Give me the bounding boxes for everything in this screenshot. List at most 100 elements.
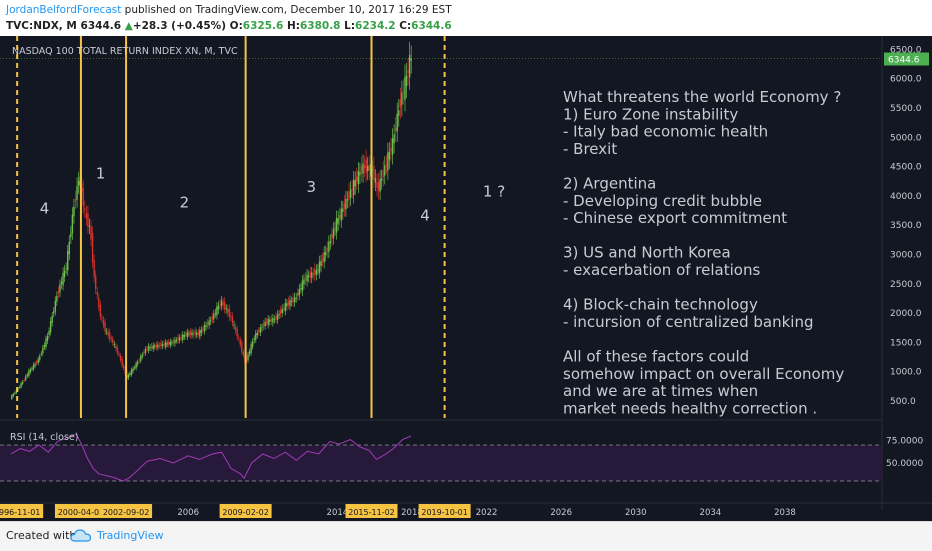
candle-body <box>21 381 24 384</box>
candle-body <box>164 342 167 347</box>
candle-body <box>290 300 293 302</box>
candle-body <box>115 346 117 349</box>
commentary-line: - exacerbation of relations <box>563 261 760 279</box>
candle-body <box>311 272 313 278</box>
candle-body <box>261 327 263 329</box>
candle-body <box>138 360 140 362</box>
close-value: 6344.6 <box>411 20 452 32</box>
tradingview-link[interactable]: TradingView <box>97 529 164 542</box>
candle-body <box>108 332 111 340</box>
candle-body <box>180 337 182 339</box>
candle-body <box>223 301 226 310</box>
candle-body <box>62 272 64 286</box>
candle-body <box>251 341 254 347</box>
candle-body <box>377 181 380 192</box>
candle-body <box>178 337 181 341</box>
candle-body <box>192 333 195 335</box>
commentary-line: 4) Block-chain technology <box>563 296 758 314</box>
price-tick-label: 3500.0 <box>890 221 922 231</box>
time-axis[interactable]: 2006 2014 2018 2022 2026 2030 2034 2038 1996-11-… <box>0 504 796 518</box>
price-chart[interactable]: 75.0000 50.0000 6500.0 6000.0 5500.0 5000.0 4… <box>0 36 932 521</box>
symbol-label: TVC:NDX, M <box>6 20 77 32</box>
candle-body <box>141 354 144 357</box>
candle-body <box>186 332 189 337</box>
candle-body <box>362 163 364 174</box>
commentary-line: - Italy bad economic health <box>563 123 768 141</box>
candle-body <box>297 293 299 297</box>
candle-body <box>11 395 13 400</box>
commentary-line: - Brexit <box>563 140 617 158</box>
candle-body <box>174 339 176 344</box>
rsi-band-fill <box>0 445 882 481</box>
candle-body <box>208 320 210 326</box>
time-highlight-label: 2019-10-01 <box>421 508 468 517</box>
candle-body <box>60 282 63 285</box>
candle-body <box>360 165 363 174</box>
candle-body <box>42 347 44 354</box>
candle-body <box>84 208 86 211</box>
candle-body <box>161 343 164 347</box>
tradingview-cloud-icon[interactable] <box>70 528 92 544</box>
candle-body <box>95 276 97 289</box>
candle-body <box>270 318 273 322</box>
chart-header: JordanBelfordForecast published on Tradi… <box>0 0 932 36</box>
candle-body <box>351 188 353 191</box>
candle-body <box>122 365 125 369</box>
price-tick-label: 1000.0 <box>890 368 922 378</box>
candle-body <box>278 314 280 316</box>
candle-body <box>394 127 397 131</box>
candle-body <box>396 113 398 132</box>
candle-body <box>93 260 95 277</box>
candle-body <box>168 342 170 345</box>
candle-body <box>357 171 360 185</box>
candle-body <box>194 330 196 336</box>
candle-body <box>213 313 215 320</box>
candle-body <box>203 325 206 332</box>
candle-body <box>18 387 21 389</box>
candle-body <box>121 358 123 366</box>
candle-body <box>306 274 308 282</box>
candle-body <box>34 363 36 366</box>
published-text: published on TradingView.com, December 1… <box>121 4 452 16</box>
candle-body <box>242 351 245 356</box>
candle-body <box>85 213 88 219</box>
time-tick-label: 2022 <box>476 508 498 518</box>
candle-body <box>410 58 412 61</box>
candle-body <box>29 369 32 373</box>
close-label: C: <box>399 20 412 32</box>
candle-body <box>337 218 339 224</box>
candle-body <box>275 316 277 320</box>
candle-body <box>309 272 311 278</box>
price-axis[interactable]: 6500.06000.05500.05000.04500.04000.03500… <box>0 45 929 407</box>
author-link[interactable]: JordanBelfordForecast <box>6 4 122 16</box>
candle-body <box>405 75 408 86</box>
candle-body <box>247 354 249 361</box>
candle-body <box>390 147 392 152</box>
last-price-badge-label: 6344.6 <box>888 56 920 66</box>
candle-body <box>144 349 147 354</box>
candle-body <box>146 348 148 350</box>
candle-body <box>150 345 153 349</box>
commentary-line: - Developing credit bubble <box>563 192 762 210</box>
candle-body <box>258 330 260 333</box>
candle-body <box>12 394 15 397</box>
candle-body <box>342 208 344 213</box>
candle-body <box>326 247 328 252</box>
candle-body <box>339 215 341 219</box>
wave-label: 2 <box>180 194 190 212</box>
price-tick-label: 500.0 <box>890 397 916 407</box>
candle-body <box>293 297 296 303</box>
price-tick-label: 6500.0 <box>890 45 922 55</box>
candle-body <box>196 332 198 335</box>
price-tick-label: 4000.0 <box>890 192 922 202</box>
price-tick-label: 2500.0 <box>890 280 922 290</box>
time-tick-label: 2014 <box>327 508 349 518</box>
candle-body <box>129 373 131 375</box>
time-highlight-label: 1996-11-01 <box>0 508 40 517</box>
candle-body <box>300 287 302 289</box>
candle-body <box>318 261 321 274</box>
candle-body <box>185 333 187 336</box>
candle-body <box>49 321 52 333</box>
candle-body <box>133 367 136 369</box>
candle-body <box>287 301 290 305</box>
